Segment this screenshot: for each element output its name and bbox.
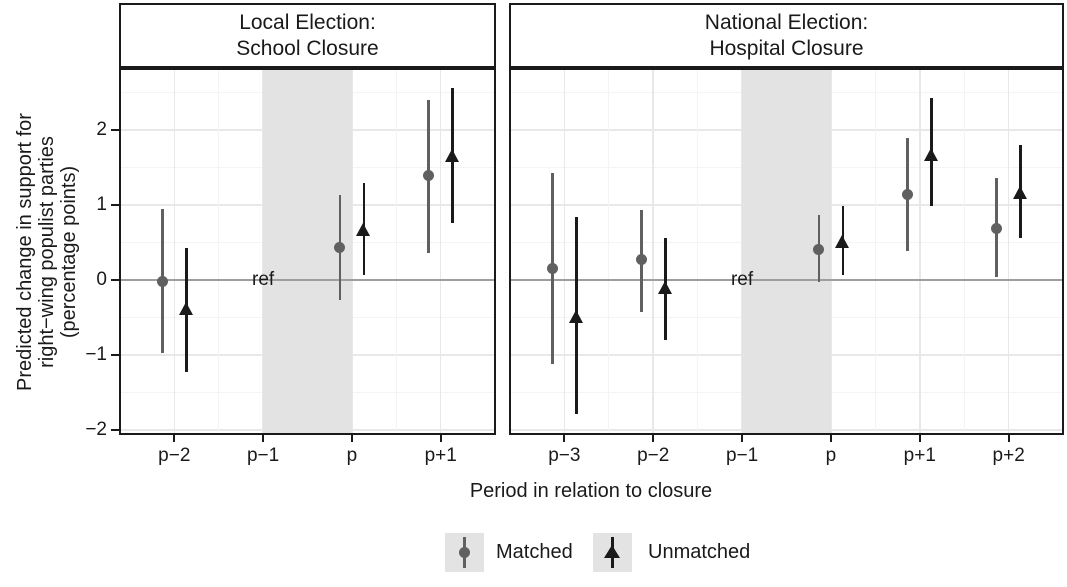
legend-key-matched (445, 533, 484, 572)
unmatched-triangle-icon (604, 545, 620, 558)
gridline-major-v (173, 70, 176, 433)
point-marker-circle (635, 254, 647, 266)
y-axis-tick (111, 204, 119, 206)
facet-title-line: National Election: (704, 10, 869, 34)
gridline-minor-v (218, 70, 220, 433)
point-marker-circle (156, 276, 168, 287)
x-axis-tick (439, 435, 442, 442)
x-axis-tick-label: p (346, 445, 358, 466)
facet-title-line: Local Election: (239, 10, 376, 34)
x-axis-tick-label: p−1 (725, 445, 759, 466)
x-axis-tick (262, 435, 265, 442)
x-axis-tick-label: p (825, 445, 837, 466)
gridline-minor-v (697, 70, 699, 433)
point-marker-triangle (445, 149, 460, 162)
facet-strip-local-election: Local Election: School Closure (119, 3, 496, 68)
y-axis-tick-label: −1 (85, 344, 107, 365)
matched-circle-icon (459, 547, 470, 558)
x-axis-tick-label: p−3 (548, 445, 581, 466)
panel-border (119, 68, 496, 435)
x-axis-tick (741, 435, 744, 442)
gridline-minor-v (608, 70, 610, 433)
x-axis-tick (918, 435, 921, 442)
gridline-major-v (919, 70, 921, 433)
gridline-minor-v (874, 70, 876, 433)
legend-key-unmatched (593, 533, 632, 572)
facet-strip-national-election: National Election: Hospital Closure (509, 3, 1064, 68)
x-axis-tick-label: p+2 (992, 445, 1025, 466)
x-axis-tick (652, 435, 655, 442)
x-axis-tick-label: p+1 (903, 445, 936, 466)
zero-line (121, 278, 494, 282)
gridline-minor-v (395, 70, 397, 433)
point-marker-triangle (1013, 185, 1028, 199)
legend-label-matched: Matched (496, 541, 573, 563)
zero-line (511, 278, 1062, 282)
y-axis-tick (111, 279, 119, 281)
gridline-major-v (563, 70, 566, 433)
x-axis-tick (563, 435, 566, 442)
panel-border (509, 68, 1064, 435)
x-axis-tick (1007, 435, 1010, 442)
x-axis-tick-label: p−2 (158, 445, 191, 466)
facet-title-line: School Closure (236, 36, 379, 60)
point-marker-circle (334, 241, 346, 253)
gridline-major-v (830, 70, 832, 433)
point-marker-circle (546, 263, 558, 275)
y-axis-title: Predicted change in support for right−wi… (14, 113, 80, 391)
point-marker-triangle (178, 302, 193, 315)
gridline-major-v (1007, 70, 1010, 433)
x-axis-title: Period in relation to closure (469, 480, 713, 502)
ref-annotation: ref (252, 269, 275, 290)
point-marker-circle (423, 170, 435, 182)
y-axis-tick (111, 354, 119, 356)
x-axis-tick-label: p+1 (424, 445, 457, 466)
x-axis-tick (829, 435, 832, 442)
y-axis-tick-label: 2 (96, 119, 107, 140)
point-marker-triangle (356, 222, 371, 236)
legend-label-unmatched: Unmatched (648, 541, 751, 563)
facet-title-line: Hospital Closure (709, 36, 864, 60)
gridline-major-v (652, 70, 654, 433)
point-marker-triangle (568, 310, 583, 324)
ref-annotation: ref (730, 269, 754, 290)
gridline-minor-v (963, 70, 965, 433)
y-axis-tick-label: 0 (96, 269, 107, 290)
x-axis-tick-label: p−2 (637, 445, 670, 466)
x-axis-tick (350, 435, 353, 442)
point-marker-triangle (657, 281, 672, 294)
gridline-major-v (351, 70, 353, 433)
y-axis-tick-label: −2 (85, 419, 107, 440)
point-marker-circle (813, 243, 825, 255)
y-axis-tick-label: 1 (96, 194, 107, 215)
gridline-major-v (439, 70, 442, 433)
point-marker-circle (902, 189, 914, 200)
x-axis-tick-label: p−1 (246, 445, 280, 466)
y-axis-tick (111, 429, 119, 431)
point-marker-triangle (835, 234, 850, 248)
x-axis-tick (173, 435, 176, 442)
y-axis-tick (111, 129, 119, 131)
point-marker-circle (991, 222, 1003, 234)
point-marker-triangle (924, 147, 939, 161)
